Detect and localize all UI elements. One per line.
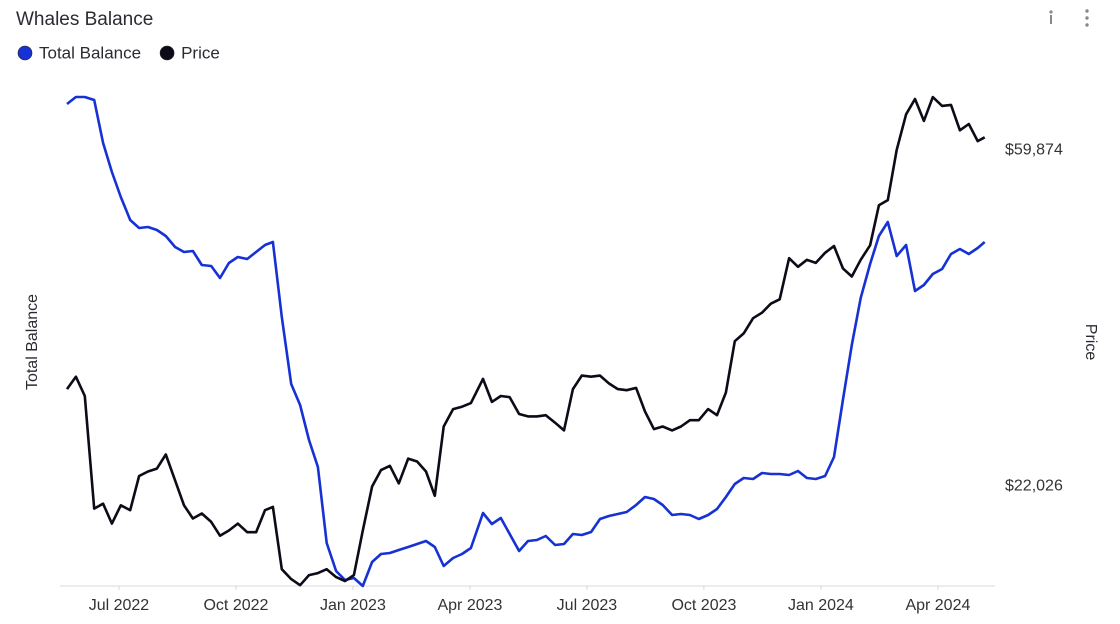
- menu-dot: [1085, 23, 1089, 27]
- x-tick-label: Apr 2024: [905, 597, 970, 614]
- menu-dot: [1085, 16, 1089, 20]
- info-stem: [1050, 15, 1052, 24]
- legend-marker: [17, 45, 33, 61]
- chart-title: Whales Balance: [16, 9, 153, 30]
- menu-dot: [1085, 9, 1089, 13]
- x-tick-label: Jan 2023: [320, 597, 386, 614]
- legend-label: Total Balance: [39, 43, 141, 62]
- x-tick-label: Jul 2023: [557, 597, 618, 614]
- y2-tick-label: $59,874: [1005, 141, 1063, 158]
- y-axis-title: Total Balance: [24, 294, 41, 390]
- x-tick-label: Oct 2022: [203, 597, 268, 614]
- x-tick-label: Jan 2024: [788, 597, 854, 614]
- line-series: [66, 95, 986, 588]
- x-tick-label: Apr 2023: [437, 597, 502, 614]
- x-tick-label: Oct 2023: [671, 597, 736, 614]
- x-tick-label: Jul 2022: [89, 597, 150, 614]
- menu-icon[interactable]: [1085, 9, 1089, 27]
- info-dot: [1049, 10, 1053, 14]
- legend-label: Price: [181, 43, 220, 62]
- info-icon[interactable]: [1049, 10, 1053, 24]
- y2-axis-title: Price: [1082, 324, 1099, 361]
- legend-marker: [159, 45, 175, 61]
- line-series: [65, 95, 986, 587]
- y2-tick-label: $22,026: [1005, 477, 1063, 494]
